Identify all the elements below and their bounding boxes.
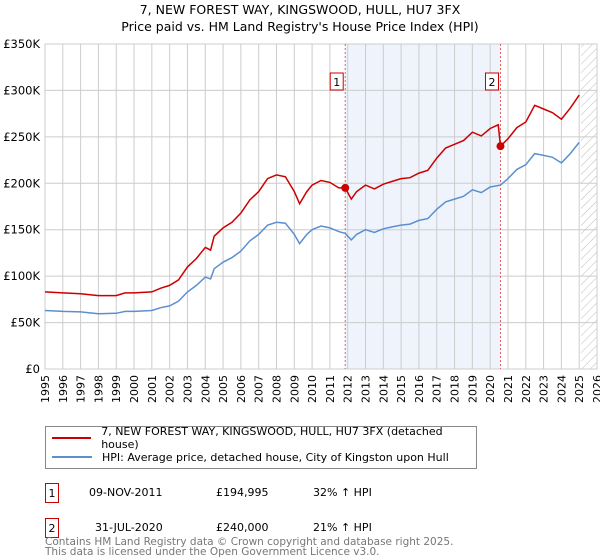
y-tick-label: £100K <box>3 269 40 283</box>
transaction-hpi: 21% ↑ HPI <box>313 521 372 534</box>
y-tick-label: £350K <box>3 37 40 51</box>
chart-subtitle: Price paid vs. HM Land Registry's House … <box>121 19 478 34</box>
x-tick-label: 2001 <box>146 375 159 403</box>
transaction-date: 31-JUL-2020 <box>95 521 163 534</box>
legend-item-property: 7, NEW FOREST WAY, KINGSWOOD, HULL, HU7 … <box>52 425 476 451</box>
transaction-price: £240,000 <box>216 521 269 534</box>
property-price-line <box>44 94 580 297</box>
x-tick-label: 1999 <box>110 375 123 403</box>
x-tick-label: 2014 <box>377 375 390 403</box>
y-tick-label: £250K <box>3 130 40 144</box>
x-tick-label: 1995 <box>39 375 52 403</box>
x-tick-label: 2003 <box>181 375 194 403</box>
sale-point <box>341 183 350 192</box>
y-tick-label: £200K <box>3 176 40 190</box>
transaction-row: 2 31-JUL-2020 £240,000 21% ↑ HPI <box>45 518 545 538</box>
x-tick-label: 2000 <box>128 375 141 403</box>
x-tick-label: 2015 <box>395 375 408 403</box>
y-tick-label: £50K <box>11 316 41 330</box>
forecast-hatch <box>580 44 597 369</box>
x-tick-label: 2025 <box>573 375 586 403</box>
hpi-line <box>44 141 580 315</box>
footer-copyright: Contains HM Land Registry data © Crown c… <box>45 536 454 548</box>
y-tick-label: £150K <box>3 223 40 237</box>
transaction-badge: 1 <box>45 483 59 503</box>
x-tick-label: 2009 <box>288 375 301 403</box>
legend: 7, NEW FOREST WAY, KINGSWOOD, HULL, HU7 … <box>45 425 477 469</box>
x-tick-label: 1996 <box>57 375 70 403</box>
legend-line-red <box>52 437 92 439</box>
x-tick-label: 2020 <box>484 375 497 403</box>
x-tick-label: 2004 <box>199 375 212 403</box>
sale-label-box <box>329 72 344 91</box>
x-tick-label: 2024 <box>555 375 568 403</box>
legend-line-blue <box>52 456 92 458</box>
transaction-hpi: 32% ↑ HPI <box>313 486 372 499</box>
x-tick-label: 2017 <box>431 375 444 403</box>
x-tick-label: 2026 <box>591 375 600 403</box>
sale-period-shade <box>345 44 501 369</box>
plot-border <box>44 43 598 370</box>
x-tick-label: 1997 <box>75 375 88 403</box>
x-tick-label: 2008 <box>270 375 283 403</box>
x-tick-label: 2002 <box>164 375 177 403</box>
x-tick-label: 2016 <box>413 375 426 403</box>
x-tick-label: 2019 <box>466 375 479 403</box>
legend-label-hpi: HPI: Average price, detached house, City… <box>102 450 449 464</box>
x-tick-label: 2013 <box>360 375 373 403</box>
sale-label: 1 <box>333 76 340 89</box>
chart-title: 7, NEW FOREST WAY, KINGSWOOD, HULL, HU7 … <box>140 2 461 17</box>
x-tick-label: 2023 <box>538 375 551 403</box>
transaction-date: 09-NOV-2011 <box>89 486 163 499</box>
x-tick-label: 1998 <box>92 375 105 403</box>
footer: Contains HM Land Registry data © Crown c… <box>45 536 454 558</box>
x-tick-label: 2005 <box>217 375 230 403</box>
transaction-price: £194,995 <box>216 486 269 499</box>
y-tick-label: £300K <box>3 83 40 97</box>
x-tick-label: 2021 <box>502 375 515 403</box>
x-tick-label: 2022 <box>520 375 533 403</box>
legend-label-property: 7, NEW FOREST WAY, KINGSWOOD, HULL, HU7 … <box>101 425 443 451</box>
sale-point <box>496 142 505 151</box>
x-tick-label: 2012 <box>342 375 355 403</box>
x-tick-label: 2007 <box>253 375 266 403</box>
footer-licence: This data is licensed under the Open Gov… <box>45 546 380 558</box>
x-tick-label: 2010 <box>306 375 319 403</box>
y-tick-label: £0 <box>25 362 40 376</box>
transaction-badge: 2 <box>45 518 59 538</box>
sale-label: 2 <box>488 76 495 89</box>
x-tick-label: 2018 <box>449 375 462 403</box>
price-chart: 7, NEW FOREST WAY, KINGSWOOD, HULL, HU7 … <box>3 2 600 403</box>
transaction-row: 1 09-NOV-2011 £194,995 32% ↑ HPI <box>45 483 545 503</box>
x-tick-label: 2006 <box>235 375 248 403</box>
sale-label-box <box>484 72 499 91</box>
legend-item-hpi: HPI: Average price, detached house, City… <box>52 449 449 465</box>
x-tick-label: 2011 <box>324 375 337 403</box>
